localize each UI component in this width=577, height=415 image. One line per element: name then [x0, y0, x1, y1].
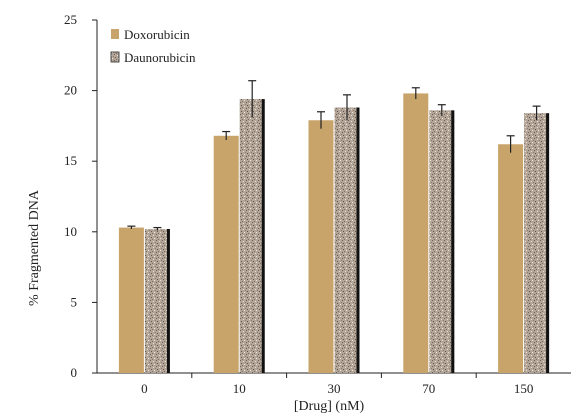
bar-daunorubicin [239, 99, 265, 374]
y-axis-title-group: % Fragmented DNA [27, 189, 42, 306]
x-tick-label: 10 [233, 381, 246, 396]
plot-area: 0 5 10 15 20 25 0 10 30 70 150 [64, 12, 571, 396]
y-tick-label: 5 [71, 294, 78, 309]
bar-doxorubicin [403, 93, 429, 373]
legend-swatch-doxorubicin [111, 29, 119, 39]
y-axis-title: % Fragmented DNA [27, 189, 42, 306]
bar-daunorubicin [334, 107, 360, 373]
legend-label-daunorubicin: Daunorubicin [124, 50, 196, 65]
legend: Doxorubicin Daunorubicin [110, 27, 196, 65]
legend-swatch-daunorubicin [110, 51, 120, 63]
x-tick-label: 0 [141, 381, 148, 396]
y-tick-label: 25 [64, 12, 77, 27]
bar-doxorubicin [308, 120, 334, 373]
x-tick-label: 30 [328, 381, 341, 396]
bar-daunorubicin [144, 228, 170, 373]
y-tick-label: 10 [64, 224, 77, 239]
x-tick-label: 150 [514, 381, 534, 396]
y-tick-label: 0 [71, 365, 78, 380]
bar-doxorubicin [213, 135, 239, 373]
y-tick-label: 20 [64, 83, 77, 98]
x-tick-label: 70 [422, 381, 435, 396]
bar-daunorubicin [524, 113, 550, 373]
x-axis-title: [Drug] (nM) [294, 399, 365, 414]
bar-doxorubicin [118, 227, 144, 373]
bar-daunorubicin [429, 110, 455, 374]
bar-doxorubicin [498, 144, 524, 373]
y-tick-label: 15 [64, 153, 77, 168]
legend-label-doxorubicin: Doxorubicin [124, 27, 190, 42]
